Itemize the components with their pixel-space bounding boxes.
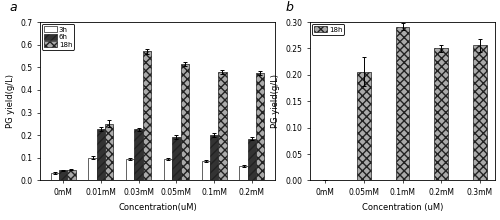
Bar — [248, 139, 256, 180]
Bar — [256, 73, 264, 180]
Bar — [240, 166, 248, 180]
Bar — [202, 161, 210, 180]
Bar — [134, 130, 143, 180]
Bar — [88, 158, 96, 180]
Bar — [396, 27, 409, 180]
X-axis label: Concentration (uM): Concentration (uM) — [362, 203, 443, 212]
Bar — [164, 159, 172, 180]
Y-axis label: PG yield(g/L): PG yield(g/L) — [6, 74, 15, 128]
Bar — [143, 51, 151, 180]
Bar — [210, 135, 218, 180]
Bar — [434, 48, 448, 180]
Legend: 3h, 6h, 18h: 3h, 6h, 18h — [42, 24, 74, 50]
X-axis label: Concentration(uM): Concentration(uM) — [118, 203, 197, 212]
Bar — [105, 124, 114, 180]
Legend: 18h: 18h — [312, 24, 344, 35]
Y-axis label: PG yield(g/L): PG yield(g/L) — [271, 74, 280, 128]
Text: a: a — [10, 1, 17, 14]
Bar — [218, 72, 226, 180]
Bar — [126, 159, 134, 180]
Bar — [50, 173, 59, 180]
Bar — [180, 64, 189, 180]
Bar — [96, 129, 105, 180]
Bar — [59, 170, 68, 180]
Text: b: b — [286, 1, 294, 14]
Bar — [357, 72, 370, 180]
Bar — [172, 137, 180, 180]
Bar — [68, 170, 76, 180]
Bar — [473, 45, 486, 180]
